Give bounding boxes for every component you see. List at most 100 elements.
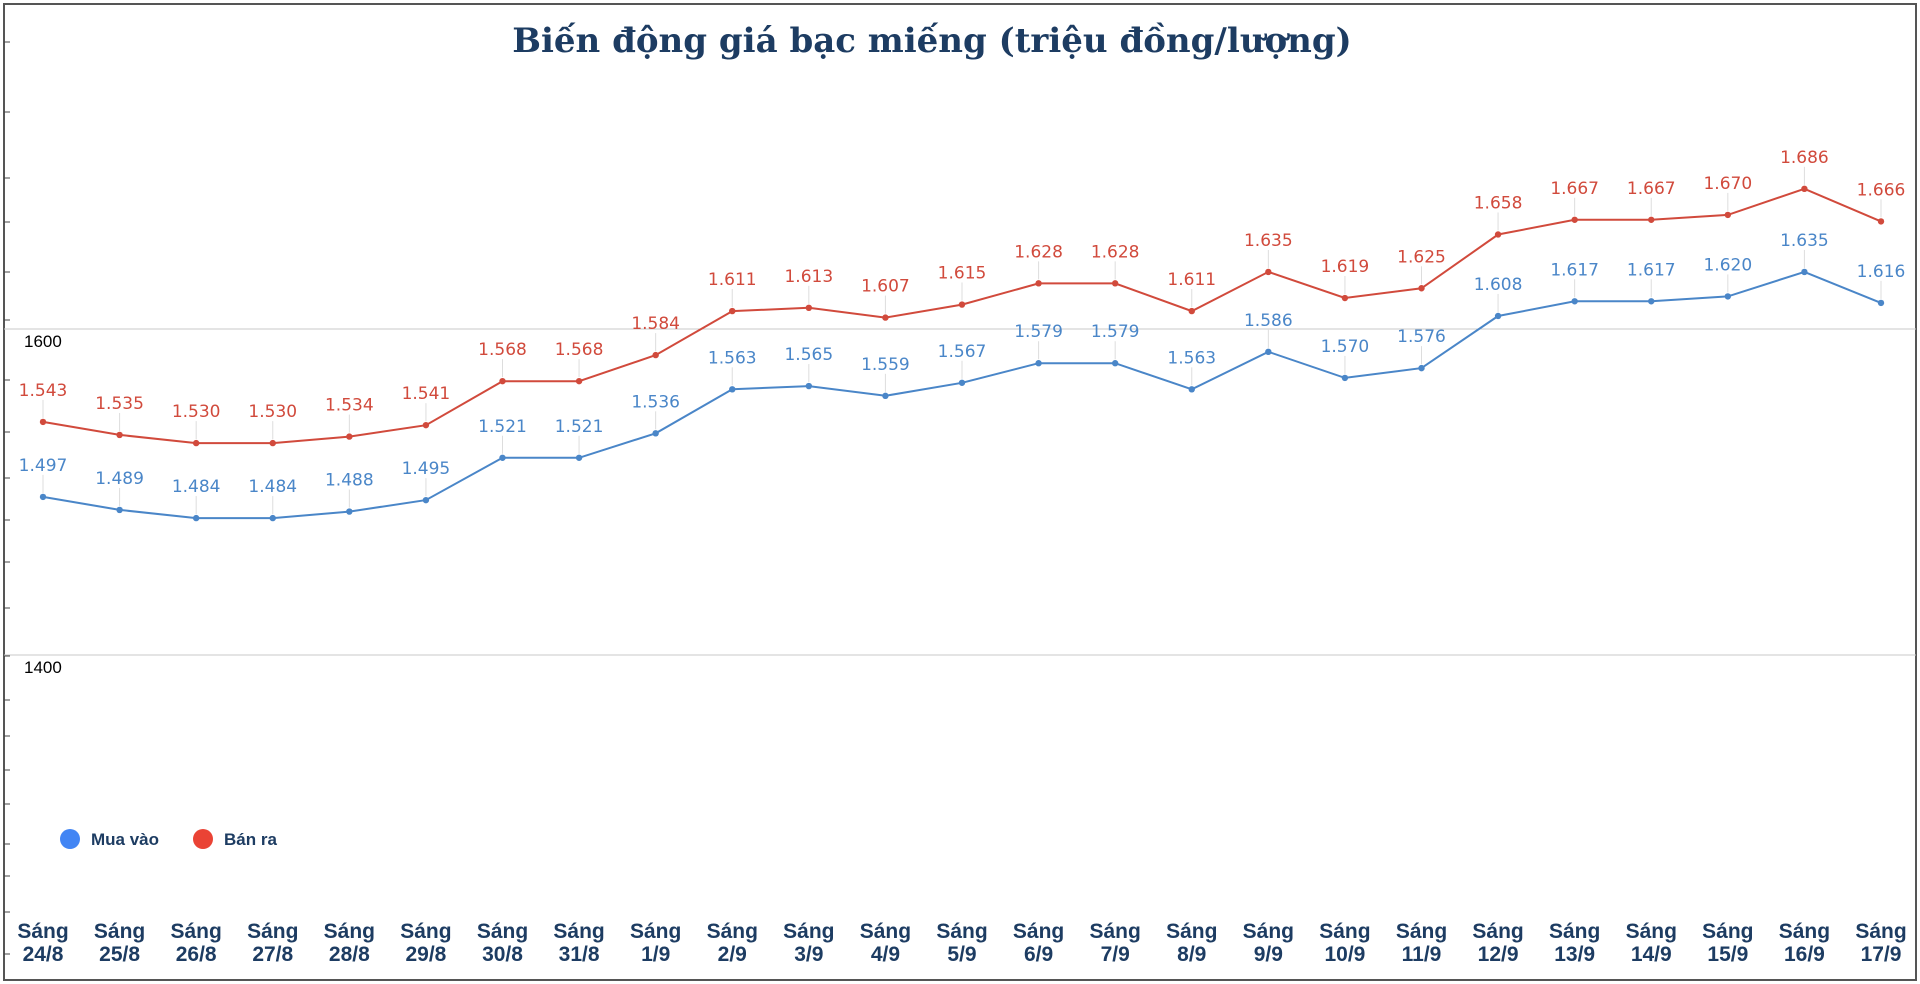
data-point-ban-ra-5 (422, 421, 430, 429)
data-label-ban-ra-5: 1.541 (402, 384, 451, 404)
series-points (39, 185, 1885, 522)
data-point-mua-vao-22 (1724, 293, 1732, 300)
x-label-line2-13: 6/9 (1024, 943, 1053, 966)
x-label-line2-7: 31/8 (559, 943, 600, 966)
data-label-mua-vao-18: 1.576 (1397, 327, 1446, 347)
data-label-ban-ra-1: 1.535 (95, 394, 144, 414)
data-point-ban-ra-0 (39, 418, 47, 426)
legend-marker-ban-ra (193, 829, 213, 849)
x-label-line1-17: Sáng (1319, 920, 1370, 943)
x-label-line1-10: Sáng (783, 920, 834, 943)
x-label-line1-1: Sáng (94, 920, 145, 943)
data-point-mua-vao-1 (116, 506, 123, 514)
data-label-mua-vao-22: 1.620 (1703, 255, 1752, 275)
x-label-line1-3: Sáng (247, 920, 298, 943)
data-point-mua-vao-3 (269, 514, 276, 522)
x-axis-labels: Sáng24/8Sáng25/8Sáng26/8Sáng27/8Sáng28/8… (17, 920, 1906, 966)
x-label-line1-21: Sáng (1626, 920, 1677, 943)
data-label-ban-ra-7: 1.568 (555, 340, 604, 360)
data-label-ban-ra-17: 1.619 (1321, 257, 1370, 277)
data-label-mua-vao-10: 1.565 (784, 345, 833, 365)
data-point-ban-ra-1 (116, 431, 123, 439)
data-label-mua-vao-14: 1.579 (1091, 322, 1140, 342)
x-label-line1-19: Sáng (1472, 920, 1523, 943)
data-point-mua-vao-14 (1111, 360, 1119, 367)
x-label-line1-0: Sáng (17, 920, 68, 943)
chart-frame (3, 3, 1917, 981)
data-point-ban-ra-11 (882, 314, 889, 321)
data-point-ban-ra-10 (805, 304, 813, 312)
x-label-line2-14: 7/9 (1101, 943, 1130, 966)
x-label-line2-16: 9/9 (1254, 943, 1283, 966)
data-label-mua-vao-16: 1.586 (1244, 311, 1293, 331)
data-label-mua-vao-8: 1.536 (631, 392, 680, 412)
data-point-ban-ra-17 (1341, 294, 1349, 302)
data-point-ban-ra-13 (1035, 280, 1042, 287)
x-label-line2-1: 25/8 (99, 943, 140, 966)
data-label-mua-vao-1: 1.489 (95, 469, 144, 489)
x-label-line1-11: Sáng (860, 920, 911, 943)
legend-label-ban-ra: Bán ra (224, 830, 277, 849)
data-point-mua-vao-10 (805, 382, 813, 390)
data-point-ban-ra-4 (346, 433, 353, 440)
data-point-ban-ra-3 (269, 439, 276, 447)
x-label-line2-21: 14/9 (1631, 943, 1672, 966)
data-point-ban-ra-7 (575, 377, 583, 385)
x-label-line2-11: 4/9 (871, 943, 900, 966)
x-label-line2-0: 24/8 (23, 943, 64, 966)
data-point-ban-ra-18 (1418, 285, 1425, 292)
x-label-line1-15: Sáng (1166, 920, 1217, 943)
data-point-ban-ra-21 (1648, 216, 1655, 223)
data-point-mua-vao-13 (1035, 360, 1042, 367)
data-label-ban-ra-9: 1.611 (708, 270, 757, 290)
data-label-ban-ra-12: 1.615 (938, 264, 987, 284)
legend: Mua vào Bán ra (60, 829, 277, 849)
data-label-ban-ra-18: 1.625 (1397, 247, 1446, 267)
chart-title: Biến động giá bạc miếng (triệu đồng/lượn… (512, 21, 1351, 61)
data-point-mua-vao-7 (575, 454, 583, 461)
data-label-ban-ra-2: 1.530 (172, 402, 221, 422)
x-label-line2-4: 28/8 (329, 943, 370, 966)
x-label-line1-6: Sáng (477, 920, 528, 943)
data-label-ban-ra-21: 1.667 (1627, 179, 1676, 199)
data-label-ban-ra-22: 1.670 (1703, 174, 1752, 194)
data-label-mua-vao-2: 1.484 (172, 477, 221, 497)
data-label-ban-ra-8: 1.584 (631, 314, 680, 334)
data-point-ban-ra-8 (652, 351, 659, 359)
x-label-line1-7: Sáng (553, 920, 604, 943)
legend-label-mua-vao: Mua vào (91, 830, 159, 849)
data-point-mua-vao-24 (1877, 299, 1885, 307)
data-point-ban-ra-12 (958, 301, 966, 308)
data-label-mua-vao-17: 1.570 (1321, 337, 1370, 357)
data-label-ban-ra-0: 1.543 (19, 381, 68, 401)
data-label-ban-ra-24: 1.666 (1857, 180, 1906, 200)
data-point-ban-ra-9 (729, 307, 736, 315)
data-point-ban-ra-20 (1571, 216, 1578, 223)
data-label-mua-vao-4: 1.488 (325, 471, 374, 491)
data-point-mua-vao-17 (1341, 374, 1349, 382)
x-label-line2-2: 26/8 (176, 943, 217, 966)
x-label-line1-23: Sáng (1779, 920, 1830, 943)
data-label-ban-ra-16: 1.635 (1244, 231, 1293, 251)
x-label-line2-20: 13/9 (1554, 943, 1595, 966)
x-label-line2-17: 10/9 (1324, 943, 1365, 966)
data-label-ban-ra-3: 1.530 (248, 402, 297, 422)
data-label-mua-vao-21: 1.617 (1627, 260, 1676, 280)
data-label-ban-ra-15: 1.611 (1167, 270, 1216, 290)
x-label-line2-3: 27/8 (252, 943, 293, 966)
data-point-mua-vao-2 (192, 514, 200, 522)
data-label-ban-ra-20: 1.667 (1550, 179, 1599, 199)
x-label-line2-10: 3/9 (794, 943, 823, 966)
x-label-line2-19: 12/9 (1478, 943, 1519, 966)
x-label-line2-24: 17/9 (1861, 943, 1902, 966)
data-point-ban-ra-16 (1265, 268, 1272, 276)
x-label-line2-6: 30/8 (482, 943, 523, 966)
x-label-line2-18: 11/9 (1402, 943, 1442, 966)
x-label-line2-22: 15/9 (1707, 943, 1748, 966)
data-label-mua-vao-3: 1.484 (248, 477, 297, 497)
gridlines: 1600 1400 (4, 328, 1916, 677)
x-label-line2-9: 2/9 (718, 943, 747, 966)
data-point-ban-ra-15 (1188, 307, 1195, 315)
data-label-mua-vao-24: 1.616 (1857, 262, 1906, 282)
